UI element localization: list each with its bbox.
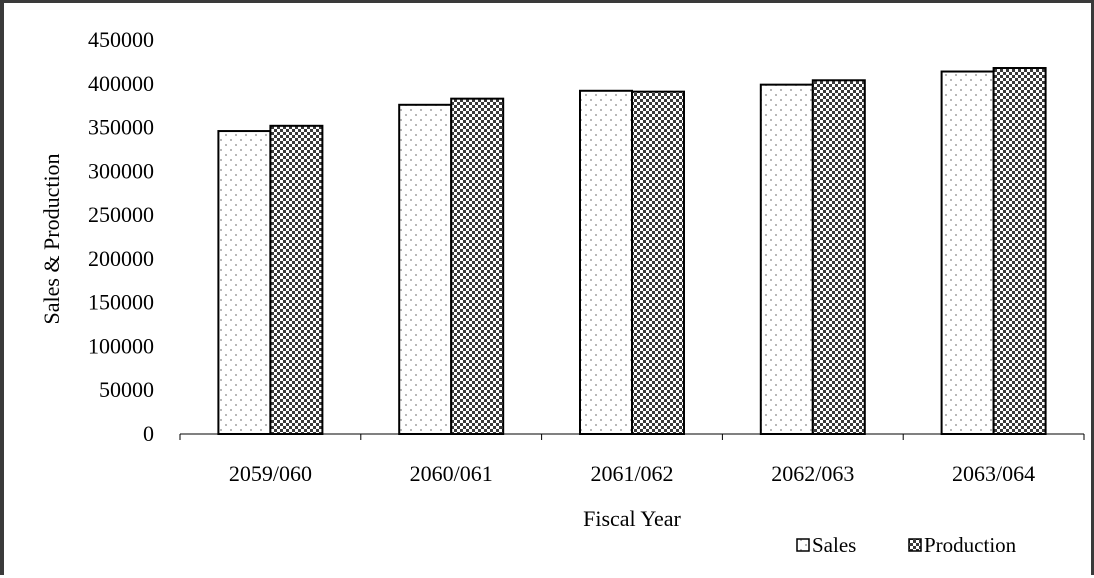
x-category-label: 2063/064 bbox=[952, 461, 1035, 486]
bar-sales bbox=[759, 83, 814, 436]
x-category-label: 2062/063 bbox=[771, 461, 854, 486]
bar-production bbox=[631, 90, 685, 435]
bar-sales bbox=[217, 130, 272, 436]
y-tick-label: 450000 bbox=[88, 27, 154, 52]
x-axis-title: Fiscal Year bbox=[583, 506, 681, 531]
y-axis-ticks: 0 50000 100000 150000 200000 250000 300000 3500… bbox=[88, 27, 154, 446]
x-axis-ticks bbox=[179, 434, 1085, 440]
x-axis-categories: 2059/060 2060/061 2061/062 2062/063 2063/064 bbox=[229, 461, 1035, 486]
y-tick-label: 0 bbox=[143, 421, 154, 446]
bar-production bbox=[269, 124, 324, 435]
y-tick-label: 100000 bbox=[88, 333, 154, 358]
bar-sales bbox=[579, 89, 633, 435]
legend-swatch-sales bbox=[796, 538, 810, 552]
x-category-label: 2059/060 bbox=[229, 461, 312, 486]
legend-label-sales: Sales bbox=[812, 533, 856, 557]
y-axis-title: Sales & Production bbox=[39, 153, 64, 324]
bar-sales bbox=[398, 103, 453, 436]
y-tick-label: 350000 bbox=[88, 115, 154, 140]
y-tick-label: 50000 bbox=[99, 377, 154, 402]
y-tick-label: 200000 bbox=[88, 246, 154, 271]
x-category-label: 2061/062 bbox=[590, 461, 673, 486]
y-tick-label: 250000 bbox=[88, 202, 154, 227]
y-tick-label: 150000 bbox=[88, 290, 154, 315]
legend-label-production: Production bbox=[924, 533, 1017, 557]
legend-swatch-production bbox=[908, 538, 922, 552]
y-tick-label: 300000 bbox=[88, 158, 154, 183]
bar-chart: 0 50000 100000 150000 200000 250000 300000 3500… bbox=[39, 27, 1085, 557]
bar-production bbox=[992, 67, 1047, 435]
bars bbox=[217, 67, 1047, 436]
legend: Sales Production bbox=[796, 533, 1017, 557]
bar-sales bbox=[940, 70, 995, 436]
y-tick-label: 400000 bbox=[88, 71, 154, 96]
bar-production bbox=[450, 97, 505, 435]
x-category-label: 2060/061 bbox=[410, 461, 493, 486]
bar-production bbox=[811, 79, 866, 436]
